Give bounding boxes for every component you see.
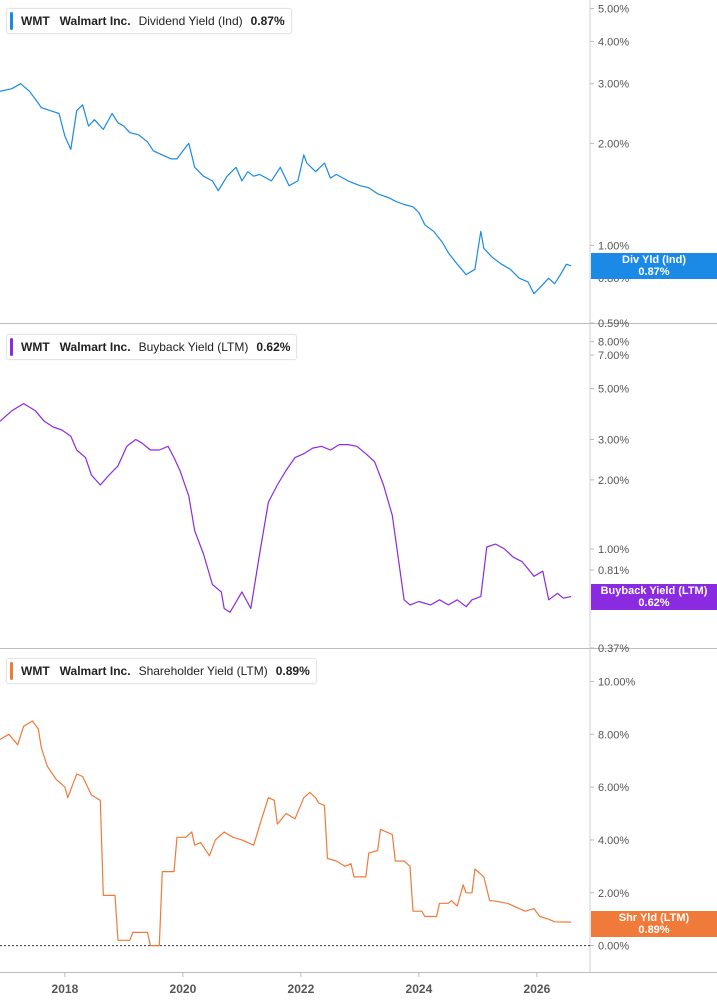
company-name: Walmart Inc. (59, 14, 131, 28)
y-tick-label: 5.00% (598, 4, 629, 16)
buyback-yield-value-tag: Buyback Yield (LTM) 0.62% (591, 584, 717, 610)
x-tick-label: 2026 (524, 982, 551, 996)
metric-name: Dividend Yield (Ind) (138, 14, 243, 28)
y-tick-label: 0.00% (598, 941, 629, 953)
y-tick-label: 5.00% (598, 384, 629, 396)
tag-value: 0.89% (638, 924, 670, 936)
x-tick-label: 2020 (170, 982, 197, 996)
dividend-yield-legend: WMT Walmart Inc. Dividend Yield (Ind) 0.… (6, 8, 292, 34)
y-tick-label: 2.00% (598, 475, 629, 487)
dividend-yield-value-tag: Div Yld (Ind) 0.87% (591, 253, 717, 279)
metric-name: Shareholder Yield (LTM) (138, 664, 268, 678)
metric-value: 0.87% (250, 14, 285, 28)
ticker: WMT (21, 14, 50, 28)
y-tick-label: 10.00% (598, 676, 636, 688)
shareholder-yield-value-tag: Shr Yld (LTM) 0.89% (591, 911, 717, 937)
y-tick-label: 0.81% (598, 565, 629, 577)
series-line (0, 403, 572, 613)
metric-value: 0.62% (256, 340, 291, 354)
metric-name: Buyback Yield (LTM) (138, 340, 249, 354)
legend-swatch (10, 338, 13, 356)
y-tick-label: 3.00% (598, 434, 629, 446)
y-tick-label: 8.00% (598, 729, 629, 741)
legend-swatch (10, 662, 13, 680)
tag-value: 0.87% (638, 266, 670, 278)
y-tick-label: 1.00% (598, 240, 629, 252)
y-tick-label: 8.00% (598, 337, 629, 349)
tag-label: Div Yld (Ind) (622, 254, 686, 266)
y-tick-label: 0.37% (598, 643, 629, 655)
y-tick-label: 0.59% (598, 318, 629, 330)
x-tick-label: 2022 (288, 982, 315, 996)
y-tick-label: 2.00% (598, 138, 629, 150)
series-line (0, 720, 572, 947)
y-tick-label: 4.00% (598, 835, 629, 847)
tag-label: Buyback Yield (LTM) (600, 585, 708, 597)
company-name: Walmart Inc. (59, 664, 131, 678)
company-name: Walmart Inc. (59, 340, 131, 354)
ticker: WMT (21, 664, 50, 678)
buyback-yield-legend: WMT Walmart Inc. Buyback Yield (LTM) 0.6… (6, 334, 298, 360)
y-tick-label: 7.00% (598, 350, 629, 362)
y-tick-label: 2.00% (598, 888, 629, 900)
ticker: WMT (21, 340, 50, 354)
y-tick-label: 6.00% (598, 782, 629, 794)
y-tick-label: 3.00% (598, 79, 629, 91)
shareholder-yield-legend: WMT Walmart Inc. Shareholder Yield (LTM)… (6, 658, 317, 684)
tag-value: 0.62% (638, 597, 670, 609)
legend-swatch (10, 12, 13, 30)
x-tick-label: 2018 (52, 982, 79, 996)
x-tick-label: 2024 (406, 982, 433, 996)
y-tick-label: 4.00% (598, 36, 629, 48)
y-tick-label: 1.00% (598, 544, 629, 556)
tag-label: Shr Yld (LTM) (618, 912, 690, 924)
series-line (0, 83, 572, 295)
metric-value: 0.89% (275, 664, 310, 678)
